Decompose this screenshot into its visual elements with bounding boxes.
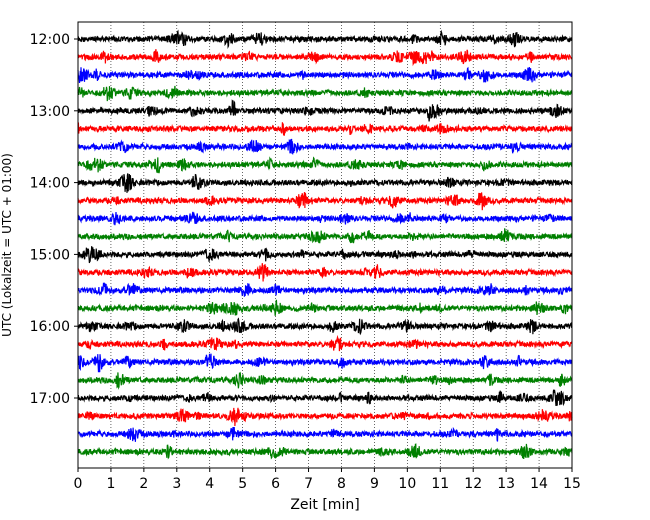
x-tick-label: 3: [172, 476, 181, 492]
y-tick-label: 16:00: [30, 319, 70, 335]
y-tick-label: 14:00: [30, 176, 70, 192]
trace-1745: [77, 443, 573, 460]
y-axis-ticks: 12:00 13:00 14:00 15:00 16:00 17:00: [30, 32, 78, 407]
trace-1430: [77, 211, 573, 226]
y-tick-label: 17:00: [30, 391, 70, 407]
x-tick-label: 14: [530, 476, 548, 492]
y-tick-label: 12:00: [30, 32, 70, 48]
trace-1730: [77, 426, 573, 442]
trace-1400: [77, 173, 573, 193]
trace-1200: [77, 29, 573, 50]
trace-1415: [77, 192, 573, 211]
x-tick-label: 13: [497, 476, 515, 492]
x-tick-label: 2: [139, 476, 148, 492]
trace-1245: [77, 85, 573, 102]
x-axis-label: Zeit [min]: [290, 497, 359, 513]
trace-1230: [77, 66, 573, 84]
y-axis-label: UTC (Lokalzeit = UTC + 01:00): [0, 153, 14, 337]
x-tick-label: 8: [337, 476, 346, 492]
trace-1530: [77, 282, 573, 297]
x-tick-label: 7: [304, 476, 313, 492]
y-tick-label: 15:00: [30, 247, 70, 263]
x-tick-label: 15: [563, 476, 581, 492]
trace-1630: [77, 353, 573, 373]
x-tick-label: 4: [205, 476, 214, 492]
trace-1600: [77, 317, 573, 336]
x-tick-label: 1: [106, 476, 115, 492]
x-tick-label: 9: [370, 476, 379, 492]
x-tick-label: 5: [238, 476, 247, 492]
plot-area: [78, 22, 572, 468]
x-tick-label: 10: [398, 476, 416, 492]
trace-1615: [77, 334, 573, 352]
x-tick-label: 12: [464, 476, 482, 492]
trace-1345: [77, 156, 573, 174]
trace-1500: [77, 246, 573, 264]
trace-1330: [77, 138, 573, 155]
y-tick-label: 13:00: [30, 104, 70, 120]
trace-1445: [77, 228, 573, 244]
trace-1515: [77, 263, 573, 282]
trace-1700: [77, 389, 573, 407]
x-tick-label: 0: [74, 476, 83, 492]
trace-1315: [77, 122, 573, 136]
trace-1300: [77, 99, 573, 122]
trace-1715: [77, 407, 573, 427]
trace-1545: [77, 299, 573, 316]
x-tick-label: 6: [271, 476, 280, 492]
trace-1215: [77, 49, 573, 67]
trace-1645: [77, 371, 573, 390]
x-axis-ticks: 0 1 2 3 4 5 6 7 8 9 10 11 12 13 14 15: [74, 468, 581, 492]
x-tick-label: 11: [431, 476, 449, 492]
plot-frame: [77, 21, 573, 469]
seismogram-traces: [77, 29, 573, 460]
